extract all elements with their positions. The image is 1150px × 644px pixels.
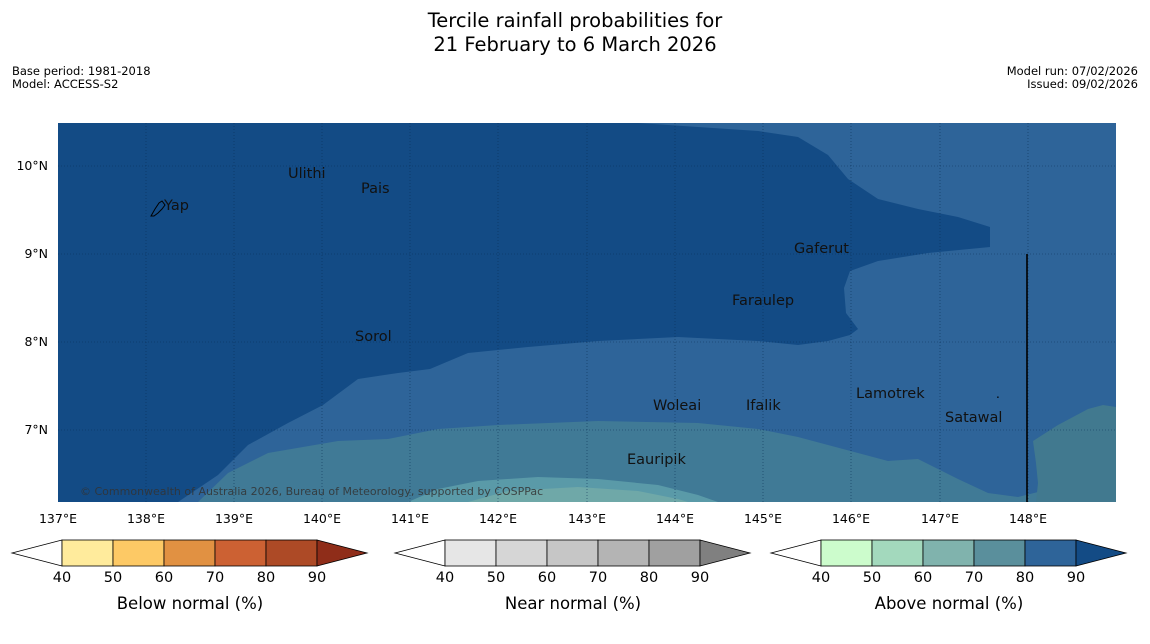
cbar-below-60-70 [163,539,216,567]
lon-label-145e: 145°E [743,511,782,526]
tick: 90 [690,570,710,586]
tick: 40 [52,570,72,586]
map-title: Tercile rainfall probabilities for 21 Fe… [0,9,1150,57]
place-ifalik: Ifalik [746,398,781,414]
cbar-above-50-60 [871,539,924,567]
cbar-above-40-50 [820,539,873,567]
lon-label-143e: 143°E [567,511,606,526]
cbar-near-70-80 [597,539,650,567]
lon-label-141e: 141°E [390,511,429,526]
cbar-above-max-arrow [1075,539,1128,567]
cbar-below-70-80 [214,539,267,567]
cbar-near-max-arrow [699,539,752,567]
graticule [58,123,1116,502]
zone-above-50-south [468,487,688,502]
colorbar-above-label: Above normal (%) [874,594,1024,613]
lon-label-139e: 139°E [214,511,253,526]
place-eauripik: Eauripik [627,452,686,468]
tick: 40 [811,570,831,586]
lon-label-147e: 147°E [920,511,959,526]
tick: 50 [862,570,882,586]
zone-above-70 [198,421,1116,502]
cbar-near-60-70 [546,539,599,567]
lat-label-9n: 9°N [24,246,48,261]
lon-label-144e: 144°E [655,511,694,526]
place-gaferut: Gaferut [794,241,849,257]
place-yap: Yap [164,198,189,214]
place-woleai: Woleai [653,398,702,414]
cbar-above-70-80 [973,539,1026,567]
tick: 40 [435,570,455,586]
tick: 70 [964,570,984,586]
model-name: Model: ACCESS-S2 [12,76,119,91]
tick: 60 [537,570,557,586]
cbar-below-max-arrow [316,539,369,567]
island-dot: . [996,387,1000,401]
colorbar-below-label: Below normal (%) [116,594,264,613]
title-line-1: Tercile rainfall probabilities for [427,9,723,32]
lon-label-137e: 137°E [38,511,77,526]
tick: 60 [913,570,933,586]
place-sorol: Sorol [355,329,392,345]
issued-date: Issued: 09/02/2026 [1027,76,1138,91]
tick: 90 [1066,570,1086,586]
cbar-near-40-50 [444,539,497,567]
lon-label-146e: 146°E [831,511,870,526]
probability-map[interactable]: . Yap Ulithi Pais Gaferut Faraulep Sorol… [58,123,1116,502]
tick: 50 [486,570,506,586]
meta-right: Model run: 07/02/2026 Issued: 09/02/2026 [1007,65,1138,90]
tick: 80 [639,570,659,586]
colorbar-near-normal [393,539,752,567]
colorbar-below-normal [10,539,369,567]
lon-label-148e: 148°E [1008,511,1047,526]
tick: 70 [588,570,608,586]
title-line-2: 21 February to 6 March 2026 [433,33,717,56]
cbar-below-40-50 [61,539,114,567]
colorbar-above-normal [769,539,1128,567]
place-lamotrek: Lamotrek [856,386,925,402]
tick: 50 [103,570,123,586]
lon-label-142e: 142°E [478,511,517,526]
zone-above-60-east [1033,405,1116,502]
cbar-below-min-arrow [10,539,63,567]
tick: 60 [154,570,174,586]
place-faraulep: Faraulep [732,293,795,309]
place-pais: Pais [361,181,390,197]
cbar-above-60-70 [922,539,975,567]
meta-left: Base period: 1981-2018 Model: ACCESS-S2 [12,65,151,90]
zone-above-80 [58,123,1116,502]
cbar-below-80-90 [265,539,318,567]
lat-label-7n: 7°N [24,422,48,437]
cbar-below-50-60 [112,539,165,567]
tick: 80 [1015,570,1035,586]
place-satawal: Satawal [945,410,1003,426]
place-ulithi: Ulithi [288,166,326,182]
cbar-near-min-arrow [393,539,446,567]
tick: 90 [307,570,327,586]
lon-label-140e: 140°E [302,511,341,526]
copyright-notice: © Commonwealth of Australia 2026, Bureau… [80,485,544,498]
lat-label-10n: 10°N [16,158,48,173]
colorbar-near-label: Near normal (%) [504,594,642,613]
map-contours: . [58,123,1116,502]
cbar-above-80-90 [1024,539,1077,567]
cbar-near-50-60 [495,539,548,567]
base-period: Base period: 1981-2018 [12,64,151,78]
lon-label-138e: 138°E [126,511,165,526]
tick: 80 [256,570,276,586]
cbar-above-min-arrow [769,539,822,567]
model-run: Model run: 07/02/2026 [1006,64,1138,78]
yap-island [150,200,166,217]
lat-label-8n: 8°N [24,334,48,349]
tick: 70 [205,570,225,586]
cbar-near-80-90 [648,539,701,567]
